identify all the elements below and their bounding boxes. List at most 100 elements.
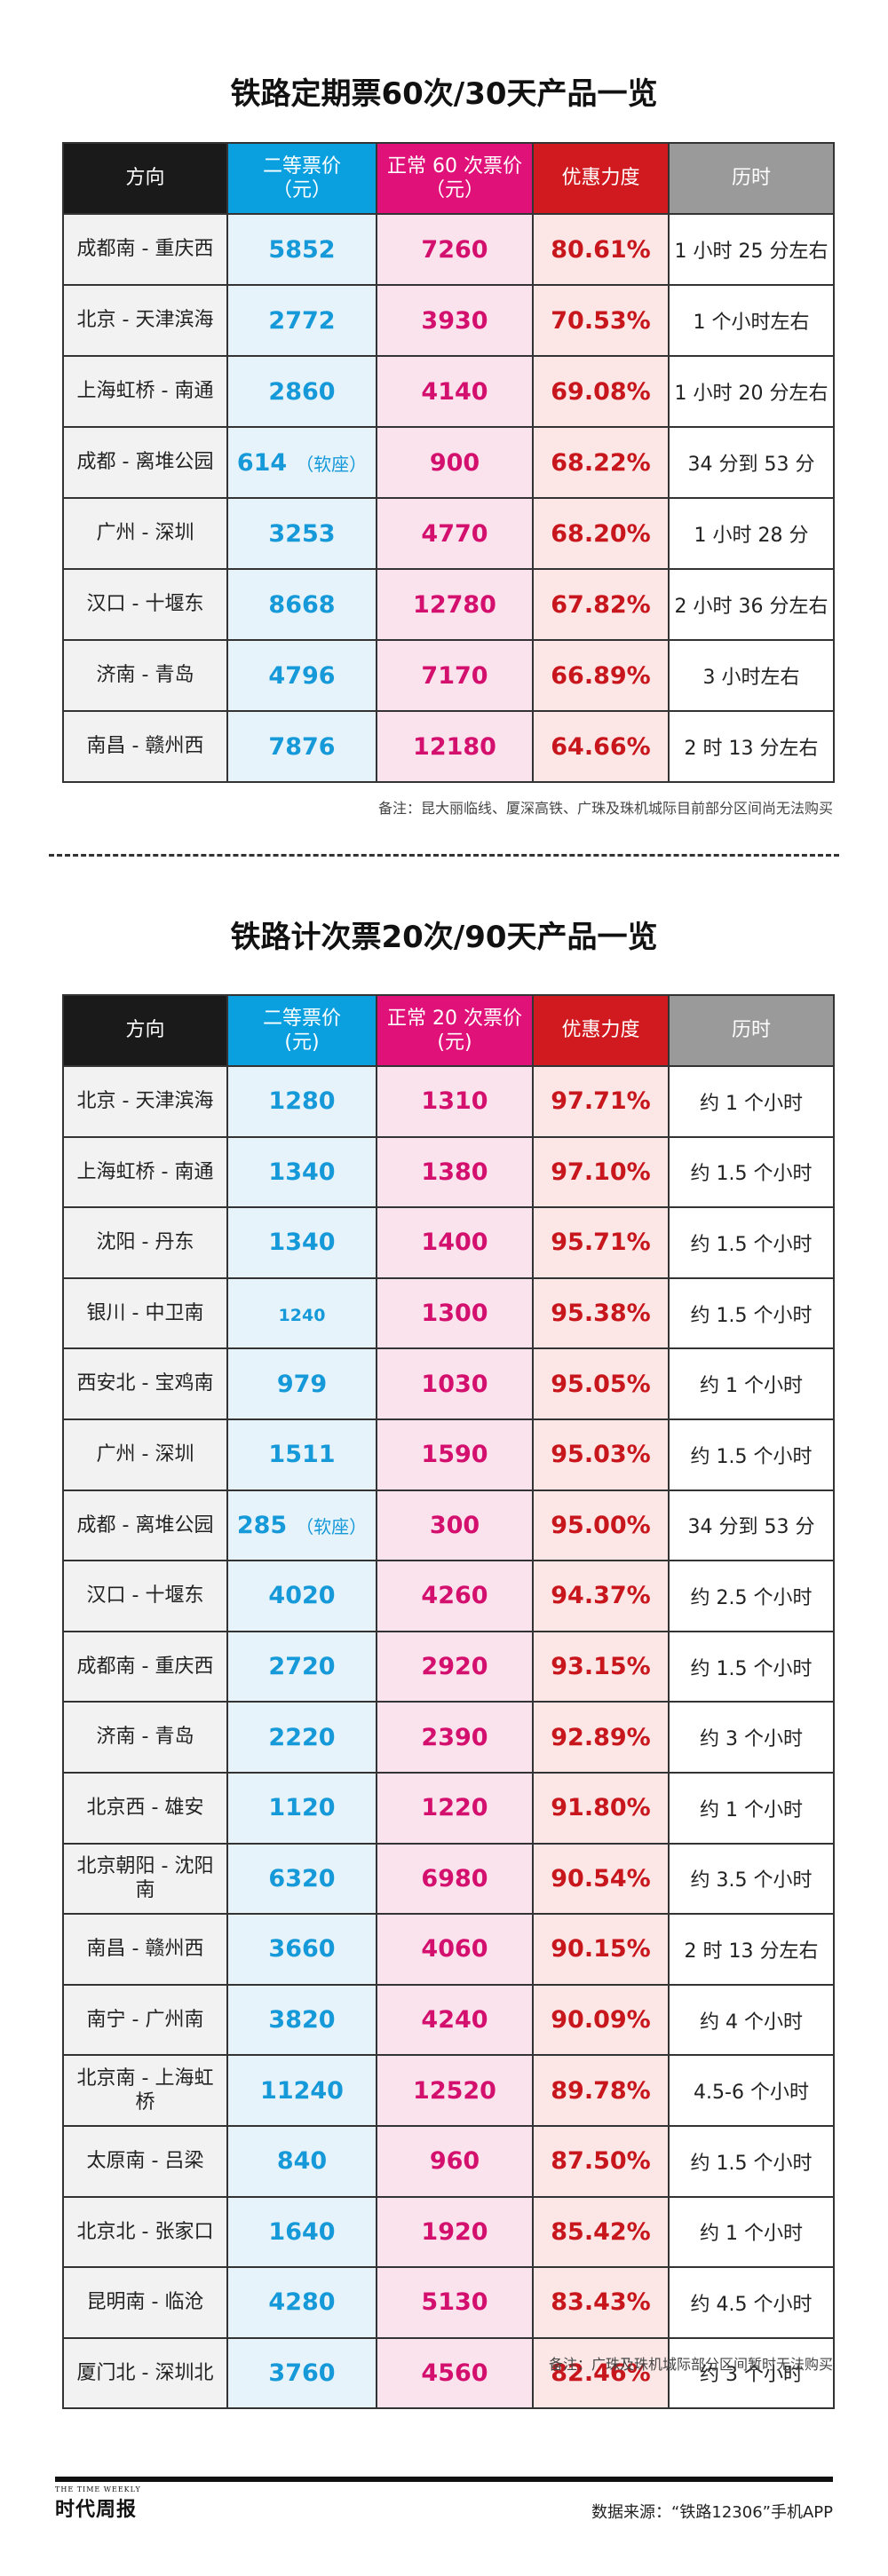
cell-normal-price: 12780	[376, 568, 534, 641]
cell-direction: 成都南 - 重庆西	[62, 213, 228, 286]
cell-normal-price: 7260	[376, 213, 534, 286]
cell-second-class-price: 3760	[226, 2336, 377, 2410]
cell-normal-price: 1380	[376, 1135, 534, 1209]
cell-direction: 银川 - 中卫南	[62, 1276, 228, 1350]
table-row: 济南 - 青岛 4796 7170 66.89% 3 小时左右	[62, 639, 835, 712]
cell-discount: 69.08%	[532, 355, 670, 428]
logo-english: THE TIME WEEKLY	[55, 2485, 141, 2493]
cell-discount: 80.61%	[532, 213, 670, 286]
cell-second-class-price: 2720	[226, 1630, 377, 1703]
cell-duration: 约 4 个小时	[668, 1983, 835, 2057]
table-row: 广州 - 深圳 3253 4770 68.20% 1 小时 28 分	[62, 497, 835, 570]
table-body: 成都南 - 重庆西 5852 7260 80.61% 1 小时 25 分左右 北京 - 天…	[62, 213, 835, 783]
cell-duration: 约 1.5 个小时	[668, 1630, 835, 1703]
cell-duration: 约 1 个小时	[668, 1065, 835, 1138]
second-class-price-value: 4020	[268, 1582, 336, 1610]
cell-duration: 约 1 个小时	[668, 2195, 835, 2269]
cell-normal-price: 1400	[376, 1206, 534, 1279]
table-row: 北京西 - 雄安 1120 1220 91.80% 约 1 个小时	[62, 1771, 835, 1845]
cell-second-class-price: 3660	[226, 1913, 377, 1986]
cell-normal-price: 1300	[376, 1276, 534, 1350]
cell-second-class-price: 1120	[226, 1771, 377, 1845]
cell-discount: 95.00%	[532, 1489, 670, 1562]
cell-direction: 北京 - 天津滨海	[62, 284, 228, 357]
cell-normal-price: 900	[376, 426, 534, 499]
header-second-class-unit: (元)	[284, 1031, 320, 1054]
cell-second-class-price: 3253	[226, 497, 377, 570]
cell-normal-price: 300	[376, 1489, 534, 1562]
cell-discount: 90.09%	[532, 1983, 670, 2057]
cell-duration: 1 个小时左右	[668, 284, 835, 357]
cell-discount: 97.71%	[532, 1065, 670, 1138]
cell-discount: 92.89%	[532, 1701, 670, 1774]
cell-second-class-price: 6320	[226, 1842, 377, 1916]
cell-direction: 西安北 - 宝鸡南	[62, 1347, 228, 1420]
header-second-class-unit: （元）	[272, 179, 331, 201]
cell-normal-price: 1220	[376, 1771, 534, 1845]
header-discount: 优惠力度	[532, 142, 670, 215]
cell-duration: 约 3 个小时	[668, 2336, 835, 2410]
cell-duration: 约 4.5 个小时	[668, 2266, 835, 2339]
table-row: 上海虹桥 - 南通 1340 1380 97.10% 约 1.5 个小时	[62, 1135, 835, 1209]
cell-second-class-price: 614 （软座）	[226, 426, 377, 499]
cell-direction: 汉口 - 十堰东	[62, 568, 228, 641]
second-class-price-value: 2720	[268, 1653, 336, 1681]
second-class-price-value: 979	[276, 1370, 328, 1398]
cell-duration: 约 1.5 个小时	[668, 1418, 835, 1491]
cell-discount: 82.46%	[532, 2336, 670, 2410]
header-second-class: 二等票价 （元）	[226, 142, 377, 215]
cell-discount: 83.43%	[532, 2266, 670, 2339]
cell-normal-price: 1920	[376, 2195, 534, 2269]
cell-direction: 南昌 - 赣州西	[62, 1913, 228, 1986]
table-row: 太原南 - 吕梁 840 960 87.50% 约 1.5 个小时	[62, 2124, 835, 2198]
cell-direction: 广州 - 深圳	[62, 1418, 228, 1491]
cell-direction: 上海虹桥 - 南通	[62, 1135, 228, 1209]
cell-second-class-price: 4020	[226, 1560, 377, 1632]
second-class-price-value: 1120	[268, 1794, 336, 1822]
cell-duration: 1 小时 28 分	[668, 497, 835, 570]
second-class-price-value: 2220	[268, 1723, 336, 1751]
header-second-class-label: 二等票价	[262, 1007, 341, 1030]
table-row: 广州 - 深圳 1511 1590 95.03% 约 1.5 个小时	[62, 1418, 835, 1491]
cell-duration: 约 1.5 个小时	[668, 1206, 835, 1279]
cell-duration: 约 1 个小时	[668, 1771, 835, 1845]
cell-direction: 沈阳 - 丹东	[62, 1206, 228, 1279]
cell-normal-price: 4060	[376, 1913, 534, 1986]
periodic-ticket-table: 方向 二等票价 （元） 正常 60 次票价 （元） 优惠力度 历时 成都南 - …	[62, 142, 835, 783]
table-row: 昆明南 - 临沧 4280 5130 83.43% 约 4.5 个小时	[62, 2266, 835, 2339]
cell-discount: 66.89%	[532, 639, 670, 712]
header-second-class: 二等票价 (元)	[226, 994, 377, 1067]
second-class-price-value: 4280	[268, 2288, 336, 2317]
logo-chinese: 时代周报	[55, 2498, 138, 2521]
seat-type-note: （软座）	[296, 453, 368, 475]
cell-second-class-price: 1640	[226, 2195, 377, 2269]
cell-duration: 34 分到 53 分	[668, 1489, 835, 1562]
cell-normal-price: 12180	[376, 710, 534, 783]
cell-second-class-price: 4280	[226, 2266, 377, 2339]
second-class-price-value: 1240	[278, 1306, 326, 1326]
header-normal-price: 正常 20 次票价 (元)	[376, 994, 534, 1067]
cell-normal-price: 4260	[376, 1560, 534, 1632]
cell-normal-price: 4560	[376, 2336, 534, 2410]
cell-duration: 2 时 13 分左右	[668, 710, 835, 783]
table-row: 南宁 - 广州南 3820 4240 90.09% 约 4 个小时	[62, 1983, 835, 2057]
cell-second-class-price: 11240	[226, 2054, 377, 2127]
second-class-price-value: 840	[276, 2147, 328, 2176]
cell-normal-price: 960	[376, 2124, 534, 2198]
cell-normal-price: 12520	[376, 2054, 534, 2127]
section1-title: 铁路定期票60次/30天产品一览	[230, 76, 658, 112]
cell-discount: 64.66%	[532, 710, 670, 783]
count-ticket-table: 方向 二等票价 (元) 正常 20 次票价 (元) 优惠力度 历时 北京 - 天…	[62, 994, 835, 2410]
cell-normal-price: 1310	[376, 1065, 534, 1138]
second-class-price-value: 11240	[260, 2076, 344, 2105]
cell-discount: 90.15%	[532, 1913, 670, 1986]
time-weekly-logo: THE TIME WEEKLY 时代周报	[55, 2485, 141, 2522]
cell-duration: 约 3.5 个小时	[668, 1842, 835, 1916]
second-class-price-value: 285	[236, 1511, 288, 1539]
cell-duration: 2 时 13 分左右	[668, 1913, 835, 1986]
cell-direction: 北京朝阳 - 沈阳南	[62, 1842, 228, 1916]
table-row: 厦门北 - 深圳北 3760 4560 82.46% 约 3 个小时	[62, 2336, 835, 2410]
second-class-price-value: 7876	[268, 732, 336, 761]
cell-duration: 3 小时左右	[668, 639, 835, 712]
cell-normal-price: 1030	[376, 1347, 534, 1420]
